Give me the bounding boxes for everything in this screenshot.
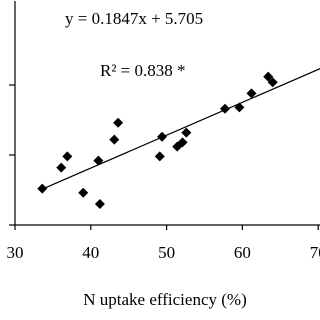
point (37, 183, 48, 194)
point (157, 131, 168, 142)
point (177, 137, 188, 148)
x-tick-label: 70 (310, 243, 320, 262)
x-tick-label: 40 (82, 243, 99, 262)
point (93, 155, 104, 166)
point (113, 117, 124, 128)
point (263, 71, 274, 82)
point (56, 162, 67, 173)
x-tick-label: 30 (7, 243, 24, 262)
point (246, 88, 257, 99)
point (154, 151, 165, 162)
point (109, 134, 120, 145)
point (234, 102, 245, 113)
point (62, 151, 73, 162)
r-squared: R² = 0.838 * (100, 61, 186, 80)
point (267, 77, 278, 88)
x-axis-label: N uptake efficiency (%) (83, 290, 246, 309)
equation: y = 0.1847x + 5.705 (65, 9, 203, 28)
trend-line (39, 68, 320, 191)
point (78, 187, 89, 198)
point (181, 127, 192, 138)
x-tick-label: 60 (234, 243, 251, 262)
point (219, 103, 230, 114)
point (94, 199, 105, 209)
x-tick-label: 50 (158, 243, 175, 262)
